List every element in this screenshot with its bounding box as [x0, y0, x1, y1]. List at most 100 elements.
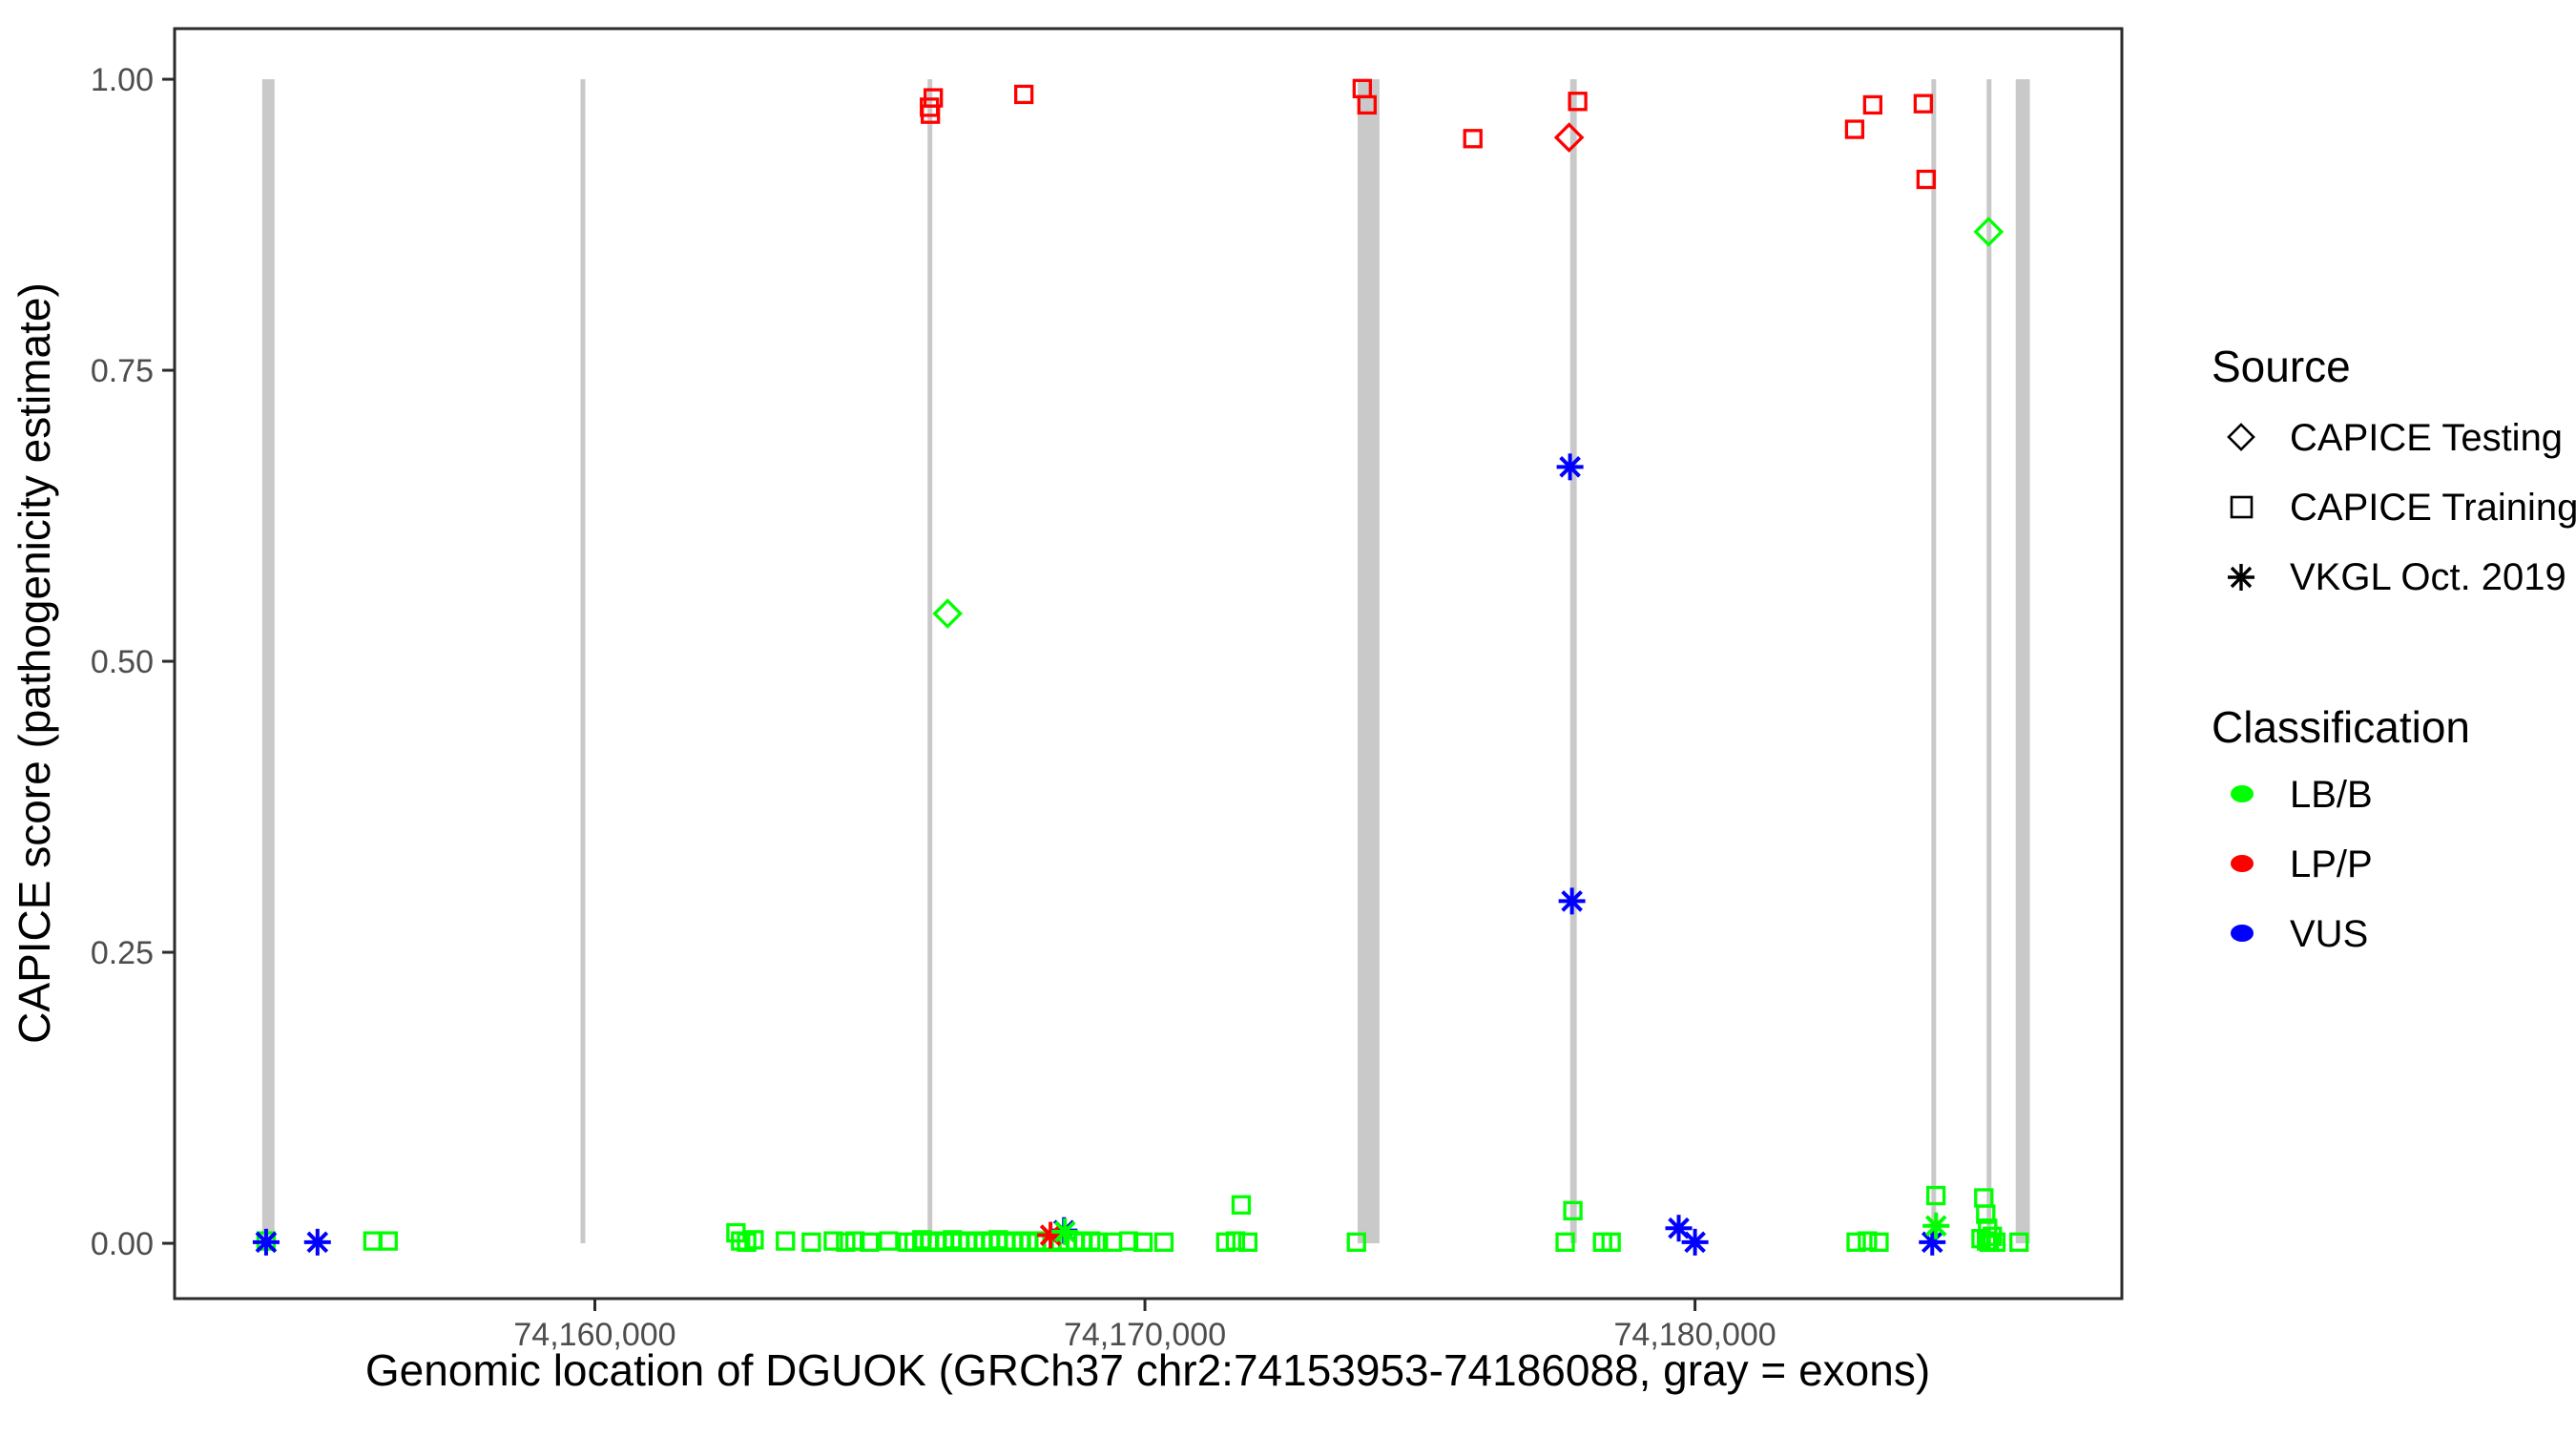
plot-panel-border [173, 27, 2124, 1301]
data-point-square [1225, 1231, 1246, 1251]
circle-icon [2231, 925, 2254, 942]
data-point-square [1231, 1195, 1252, 1215]
series-square [256, 1185, 2029, 1252]
data-point-asterisk [1556, 453, 1584, 481]
y-tick-label: 0.75 [91, 353, 154, 389]
square-icon [2230, 495, 2254, 519]
data-point-square [1346, 1232, 1366, 1252]
legend-classification-title: Classification [2212, 702, 2470, 752]
asterisk-arm [306, 1231, 329, 1254]
asterisk-arm [1053, 1220, 1076, 1243]
exon-bar [2015, 79, 2030, 1244]
x-axis-title: Genomic location of DGUOK (GRCh37 chr2:7… [365, 1345, 1930, 1395]
legend-item-label: CAPICE Training [2290, 487, 2576, 529]
data-point-square [1925, 1185, 1946, 1206]
legend-source-title: Source [2212, 342, 2351, 391]
series-asterisk [1051, 1212, 1950, 1245]
legend-item-lpp: LP/P [2231, 843, 2373, 885]
data-point-square [879, 1231, 899, 1251]
axes-layer: 74,160,000 74,170,000 74,180,000 0.00 0.25 0.… [91, 62, 1776, 1353]
data-point-square [823, 1231, 843, 1251]
data-point-square [2009, 1232, 2029, 1252]
legend-item-lbb: LB/B [2231, 774, 2373, 816]
y-tick-label: 0.00 [91, 1226, 154, 1262]
data-point-square [924, 88, 944, 108]
exon-bar [1569, 79, 1577, 1244]
series-square [920, 78, 1937, 190]
asterisk-icon [2228, 564, 2254, 591]
data-point-square [1601, 1232, 1621, 1252]
series-asterisk [252, 453, 1946, 1256]
legend-item-label: VUS [2290, 913, 2368, 955]
legend-item-vus: VUS [2231, 913, 2368, 955]
legend-item-label: LB/B [2290, 774, 2373, 816]
data-point-square [1862, 94, 1883, 115]
exon-bar [927, 79, 933, 1244]
asterisk-arm [1561, 890, 1583, 912]
data-point-square [801, 1232, 821, 1252]
data-point-square [1568, 92, 1588, 112]
legend-item-label: CAPICE Testing [2290, 417, 2563, 459]
data-point-square [1555, 1232, 1575, 1252]
data-point-square [1463, 129, 1483, 149]
series-diamond [1553, 122, 1585, 153]
data-point-square [845, 1231, 865, 1251]
legend-classification: Classification LB/B LP/P VUS [2212, 702, 2470, 955]
data-point-square [1916, 169, 1937, 190]
x-tick-label: 74,170,000 [1064, 1317, 1226, 1353]
circle-icon [2231, 855, 2254, 872]
data-point-asterisk [252, 1228, 280, 1256]
y-axis-title: CAPICE score (pathogenicity estimate) [10, 282, 59, 1044]
data-point-square [776, 1231, 796, 1251]
data-point-square [378, 1231, 398, 1251]
data-point-square [1985, 1232, 2006, 1252]
data-point-square [1869, 1232, 1889, 1252]
data-point-asterisk [1922, 1212, 1950, 1239]
exon-bars-layer [261, 79, 2030, 1244]
legend-item-vkgl: VKGL Oct. 2019 [2228, 556, 2566, 598]
data-point-square [1118, 1231, 1139, 1251]
data-point-asterisk [1558, 887, 1586, 915]
data-point-square [1976, 1204, 1996, 1224]
asterisk-arm [1921, 1231, 1943, 1254]
data-point-square [1089, 1232, 1109, 1252]
exon-bar [261, 79, 275, 1244]
data-point-asterisk [1681, 1228, 1709, 1256]
data-point-square [1846, 1232, 1866, 1252]
asterisk-arm [1559, 456, 1581, 478]
diamond-icon [2227, 423, 2255, 451]
data-point-square [860, 1232, 880, 1252]
asterisk-arm [1924, 1215, 1947, 1238]
data-point-square [1237, 1232, 1258, 1252]
data-point-diamond [932, 598, 964, 629]
data-point-asterisk [303, 1228, 331, 1256]
y-tick-label: 0.50 [91, 644, 154, 680]
data-point-asterisk [1051, 1217, 1079, 1245]
legend-item-capice-training: CAPICE Training [2230, 487, 2576, 529]
data-point-diamond [1553, 122, 1585, 153]
data-point-square [1132, 1232, 1153, 1252]
data-point-square [1013, 84, 1034, 105]
asterisk-arm [1039, 1224, 1062, 1246]
data-point-asterisk [1919, 1228, 1946, 1256]
data-point-square [1563, 1200, 1583, 1221]
asterisk-arm [1684, 1231, 1706, 1254]
circle-icon [2231, 785, 2254, 802]
legend-item-capice-testing: CAPICE Testing [2227, 417, 2563, 459]
legend-source: Source CAPICE Testing CAPICE Training VK… [2212, 342, 2576, 598]
data-point-square [1153, 1232, 1174, 1252]
exon-bar [1931, 79, 1937, 1244]
data-point-square [1858, 1231, 1878, 1251]
data-point-square [1913, 94, 1934, 114]
series-diamond [932, 217, 2005, 629]
data-point-diamond [1973, 217, 2005, 247]
data-point-square [1844, 119, 1865, 139]
y-tick-label: 1.00 [91, 62, 154, 98]
asterisk-arm [1668, 1217, 1690, 1239]
legend-item-label: LP/P [2290, 843, 2373, 885]
exon-bar [1986, 79, 1992, 1244]
exon-bar [1357, 79, 1380, 1244]
data-points-layer [252, 78, 2029, 1256]
